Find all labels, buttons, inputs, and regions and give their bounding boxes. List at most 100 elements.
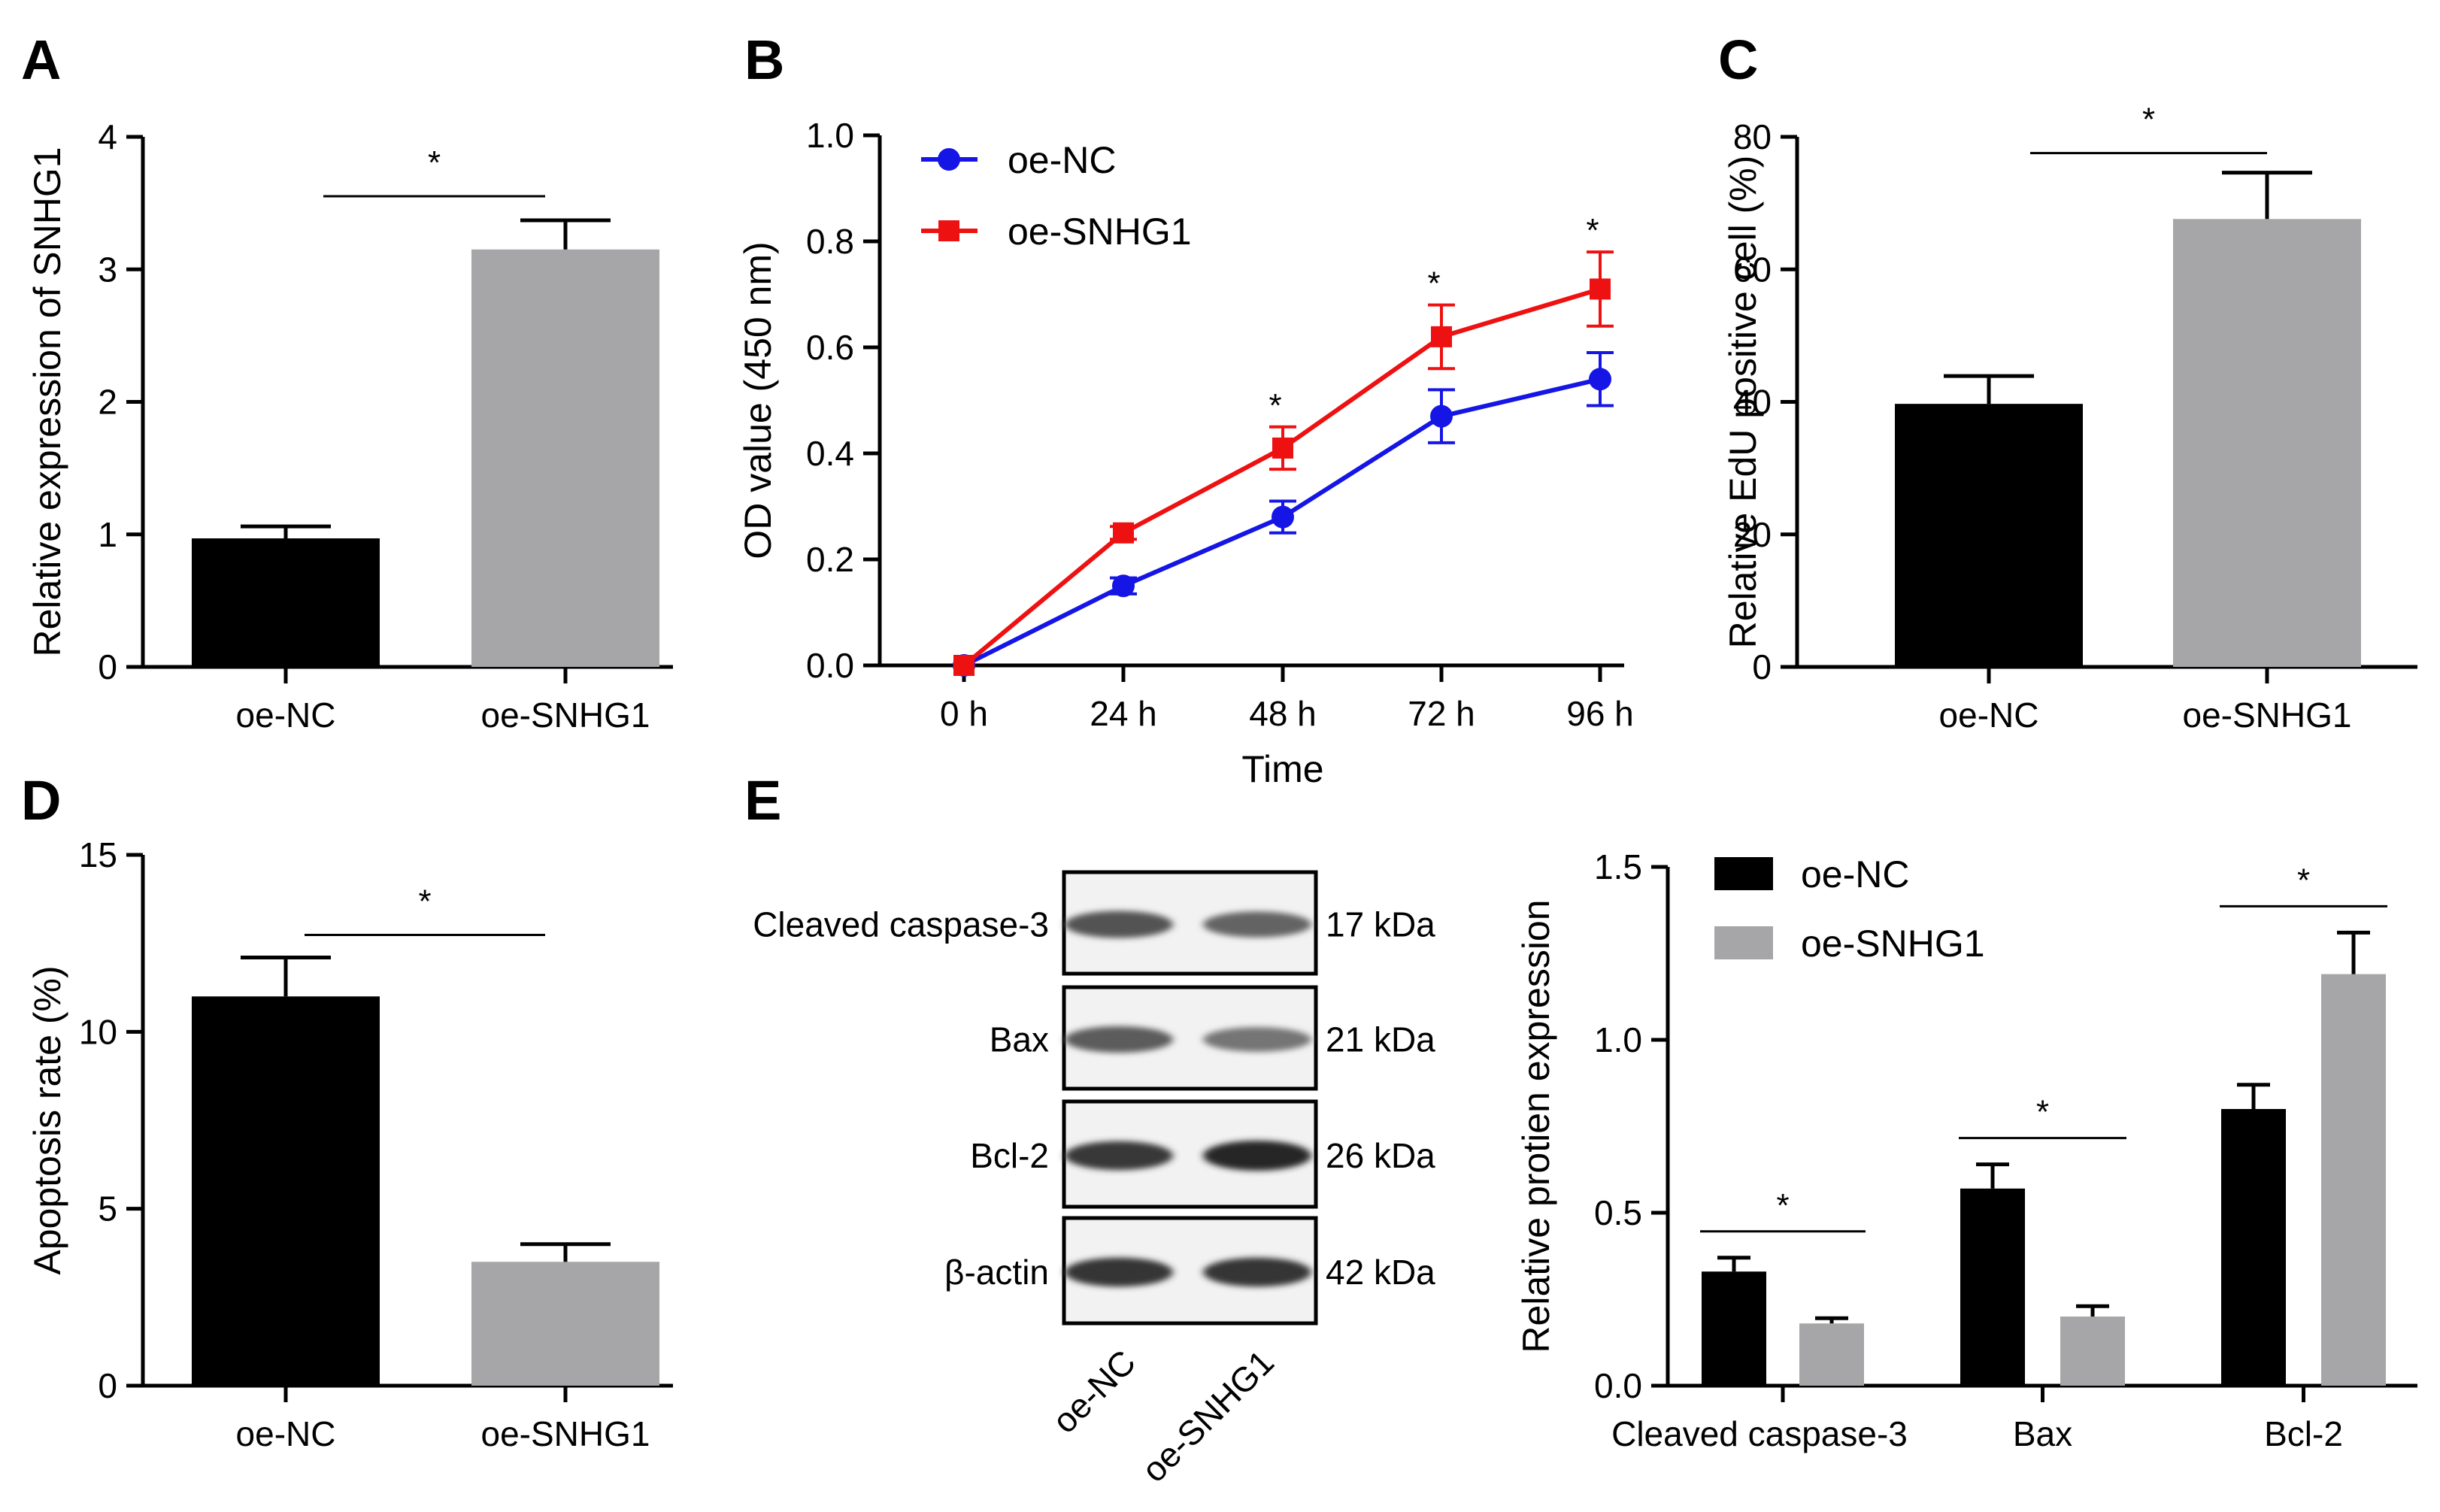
y-tick-label: 1.0 (806, 116, 854, 155)
bar (2221, 1109, 2286, 1386)
y-tick-label: 0 (1752, 647, 1772, 686)
y-axis-title: Relative EdU positive cell (%) (1722, 156, 1764, 649)
data-point (1112, 574, 1135, 598)
y-tick-label: 20 (1733, 515, 1772, 554)
x-tick-label: 0 h (940, 694, 988, 733)
y-axis-title: Relative expression of SNHG1 (26, 147, 68, 656)
panel-label: E (744, 769, 781, 832)
data-point (1431, 326, 1452, 347)
blot-band (1203, 911, 1311, 938)
y-tick-label: 0.5 (1594, 1193, 1642, 1232)
significance-star: * (428, 144, 441, 181)
x-tick-label: oe-SNHG1 (481, 1414, 650, 1453)
protein-label: Bax (990, 1020, 1049, 1059)
blot-band (1065, 1026, 1173, 1053)
x-tick-label: oe-SNHG1 (2183, 695, 2352, 735)
blot-band (1065, 1141, 1173, 1171)
blot-band (1203, 1027, 1311, 1052)
bar (192, 538, 380, 667)
band-size-label: 42 kDa (1326, 1253, 1435, 1292)
y-tick-label: 60 (1733, 250, 1772, 289)
panel-label: C (1718, 29, 1758, 91)
bar (2060, 1317, 2125, 1386)
y-tick-label: 2 (98, 383, 117, 422)
y-tick-label: 0.0 (1594, 1366, 1642, 1405)
y-tick-label: 0.0 (806, 646, 854, 685)
blot-band (1203, 1257, 1311, 1287)
significance-star: * (2297, 862, 2310, 898)
y-tick-label: 0.4 (806, 434, 854, 473)
y-axis-title: OD value (450 nm) (737, 241, 779, 559)
lane-label: oe-SNHG1 (1134, 1342, 1281, 1489)
x-tick-label: oe-NC (1939, 695, 2039, 735)
bar (1960, 1188, 2025, 1386)
y-tick-label: 10 (79, 1012, 117, 1051)
data-point (1590, 278, 1611, 300)
legend-swatch (1714, 857, 1773, 890)
x-tick-label: 48 h (1249, 694, 1317, 733)
significance-star: * (1586, 212, 1599, 249)
y-tick-label: 0 (98, 647, 117, 686)
x-tick-label: Bax (2013, 1414, 2072, 1453)
legend-label: oe-SNHG1 (1801, 923, 1985, 965)
y-tick-label: 5 (98, 1189, 117, 1229)
significance-star: * (418, 883, 431, 920)
blot-band (1065, 1257, 1173, 1287)
x-tick-label: oe-NC (236, 1414, 336, 1453)
y-tick-label: 1.0 (1594, 1020, 1642, 1059)
significance-star: * (2142, 102, 2155, 138)
bar (192, 996, 380, 1386)
y-tick-label: 1 (98, 515, 117, 554)
protein-label: Cleaved caspase-3 (753, 905, 1049, 944)
y-axis-title: Relative protien expression (1515, 899, 1557, 1353)
bar (1799, 1323, 1864, 1386)
significance-star: * (1427, 265, 1440, 302)
x-tick-label: Cleaved caspase-3 (1611, 1414, 1908, 1453)
band-size-label: 17 kDa (1326, 905, 1435, 944)
x-tick-label: oe-SNHG1 (481, 695, 650, 735)
x-tick-label: 24 h (1090, 694, 1157, 733)
x-tick-label: 72 h (1408, 694, 1475, 733)
chart-panel-b: 0.0 0.2 0.4 0.6 0.8 1.0 OD value (450 nm) 0 h 24… (737, 116, 1634, 790)
bar (1702, 1271, 1766, 1386)
bar (471, 249, 659, 667)
x-tick-label: 96 h (1566, 694, 1634, 733)
data-point (1113, 522, 1134, 544)
protein-label: β-actin (944, 1253, 1049, 1292)
y-tick-label: 0.8 (806, 222, 854, 261)
y-tick-label: 0.6 (806, 328, 854, 367)
legend-swatch (1714, 926, 1773, 959)
x-tick-label: oe-NC (236, 695, 336, 735)
bar (2173, 219, 2361, 667)
data-point (953, 655, 974, 676)
series-line (962, 286, 1601, 668)
chart-panel-e: 0.0 0.5 1.0 1.5 Relative protien expression C… (1515, 847, 2417, 1453)
western-blot: Cleaved caspase-3 17 kDa Bax 21 kDa Bcl-2 26 … (753, 870, 1435, 1489)
legend-label: oe-NC (1801, 853, 1909, 895)
data-point (1272, 505, 1294, 529)
y-tick-label: 1.5 (1594, 847, 1642, 886)
significance-star: * (1776, 1187, 1789, 1224)
lane-label: oe-NC (1044, 1342, 1143, 1441)
y-axis-title: Apoptosis rate (%) (26, 965, 68, 1274)
chart-panel-a: 0 1 2 3 4 Relative expression of SNHG1 oe-NC oe… (26, 117, 673, 735)
panel-label: A (21, 29, 61, 91)
y-tick-label: 3 (98, 250, 117, 289)
panel-label: D (21, 769, 61, 832)
blot-band (1065, 911, 1173, 938)
data-point (1272, 437, 1293, 459)
y-tick-label: 4 (98, 117, 117, 156)
legend-marker (938, 148, 960, 171)
significance-star: * (2036, 1094, 2049, 1131)
y-tick-label: 0.2 (806, 540, 854, 579)
x-axis-title: Time (1241, 748, 1323, 790)
y-tick-label: 40 (1733, 383, 1772, 422)
y-tick-label: 0 (98, 1366, 117, 1405)
band-size-label: 26 kDa (1326, 1136, 1435, 1175)
legend-label: oe-SNHG1 (1008, 211, 1192, 253)
protein-label: Bcl-2 (970, 1136, 1049, 1175)
significance-star: * (1268, 387, 1281, 424)
chart-panel-d: 0 5 10 15 Apoptosis rate (%) oe-NC oe-SNHG1 * (26, 835, 673, 1453)
